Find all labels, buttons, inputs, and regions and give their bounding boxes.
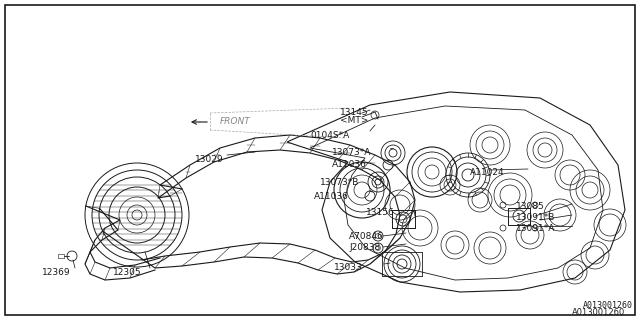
Text: 13091*A: 13091*A [516,224,556,233]
Text: A70846: A70846 [349,232,384,241]
Text: FRONT: FRONT [220,116,251,125]
Text: J20838: J20838 [349,243,380,252]
Text: 13145: 13145 [340,108,369,117]
Text: 12369: 12369 [42,268,70,277]
Text: A11024: A11024 [470,168,504,177]
Text: 0104S*A: 0104S*A [310,131,349,140]
Text: A11036: A11036 [314,192,349,201]
Text: 13033: 13033 [334,263,363,272]
Text: 13073*A: 13073*A [332,148,371,157]
Text: A11036: A11036 [332,160,367,169]
Text: 13091*B: 13091*B [516,213,556,222]
Text: 13073*B: 13073*B [320,178,360,187]
Text: A013001260: A013001260 [572,308,625,317]
Text: <MT>: <MT> [340,116,369,125]
Text: 13029: 13029 [195,155,223,164]
Text: 12305: 12305 [113,268,141,277]
Text: 13085: 13085 [516,202,545,211]
Text: 13156: 13156 [366,208,395,217]
Text: A013001260: A013001260 [583,301,633,310]
